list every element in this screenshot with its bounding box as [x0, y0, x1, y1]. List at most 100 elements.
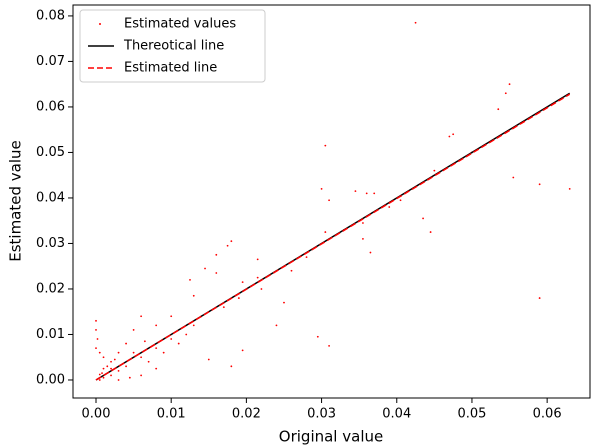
legend-box: [79, 9, 266, 83]
x-tick-label: 0.05: [457, 407, 486, 422]
x-tick-label: 0.03: [307, 407, 336, 422]
point: [110, 374, 112, 377]
point: [256, 276, 259, 279]
point: [512, 176, 515, 179]
point: [365, 192, 368, 195]
y-axis-label: Estimated value: [7, 140, 25, 262]
point: [429, 231, 432, 233]
point: [237, 297, 240, 299]
point: [102, 367, 105, 370]
point: [102, 356, 105, 359]
point: [328, 344, 330, 347]
y-tick-label: 0.04: [36, 190, 65, 205]
point: [504, 92, 507, 95]
point: [538, 297, 541, 299]
point: [128, 376, 131, 379]
x-tick-label: 0.04: [382, 407, 411, 422]
point: [388, 206, 391, 208]
point: [362, 238, 364, 240]
point: [204, 267, 206, 270]
point: [110, 360, 112, 363]
point: [155, 347, 158, 350]
point: [189, 278, 191, 281]
legend-label: Estimated values: [124, 17, 236, 32]
point: [143, 340, 146, 343]
point: [354, 190, 357, 193]
point: [215, 272, 218, 274]
point: [230, 240, 233, 243]
plot-frame: [72, 4, 591, 399]
point: [290, 269, 293, 272]
point: [362, 222, 364, 224]
point: [140, 315, 143, 318]
point: [275, 324, 278, 327]
point: [155, 367, 158, 370]
point: [373, 192, 376, 195]
point: [448, 135, 451, 138]
y-tick-label: 0.07: [36, 54, 65, 69]
point: [162, 351, 165, 354]
y-tick-label: 0.05: [36, 145, 65, 160]
point: [369, 251, 372, 254]
point: [106, 365, 109, 368]
point: [125, 342, 127, 345]
point: [433, 169, 436, 172]
point: [226, 244, 229, 247]
point: [170, 338, 173, 340]
point: [305, 256, 308, 259]
x-axis-label: Original value: [279, 428, 383, 446]
y-tick-label: 0.01: [36, 327, 65, 342]
y-tick-label: 0.00: [36, 372, 65, 387]
point: [95, 347, 97, 350]
point: [117, 379, 120, 381]
point: [98, 379, 101, 381]
x-tick-label: 0.01: [157, 407, 186, 422]
point: [230, 365, 233, 368]
y-tick-label: 0.06: [36, 99, 65, 114]
point: [132, 351, 135, 354]
point: [125, 365, 127, 368]
point: [452, 133, 455, 136]
point: [110, 367, 112, 370]
point: [132, 329, 135, 331]
point: [283, 301, 285, 304]
point: [260, 288, 263, 290]
point: [241, 349, 244, 352]
point: [101, 372, 103, 375]
point: [96, 338, 99, 340]
point: [538, 183, 541, 186]
point: [113, 358, 116, 361]
point: [140, 374, 143, 377]
x-tick-label: 0.06: [533, 407, 562, 422]
legend-label: Thereotical line: [123, 39, 224, 54]
point: [147, 360, 150, 363]
point: [170, 315, 173, 318]
legend-label: Estimated line: [124, 61, 217, 76]
point: [117, 369, 120, 372]
point: [98, 373, 101, 376]
point: [177, 342, 180, 345]
point: [508, 83, 511, 86]
point: [192, 294, 195, 297]
point: [95, 329, 97, 331]
x-tick-label: 0.00: [82, 407, 111, 422]
point: [422, 217, 424, 220]
point: [222, 306, 225, 309]
point: [568, 187, 571, 190]
point: [140, 356, 143, 359]
x-tick-label: 0.02: [232, 407, 261, 422]
point: [98, 351, 101, 354]
point: [399, 199, 402, 202]
point: [497, 108, 500, 111]
point: [316, 335, 319, 338]
line: [95, 93, 571, 381]
point: [256, 258, 259, 261]
point: [207, 358, 210, 361]
legend-marker: [99, 23, 101, 25]
point: [414, 21, 417, 24]
point: [328, 199, 330, 202]
point: [192, 324, 195, 327]
point: [117, 351, 120, 354]
point: [241, 281, 244, 284]
y-tick-label: 0.02: [36, 281, 65, 296]
